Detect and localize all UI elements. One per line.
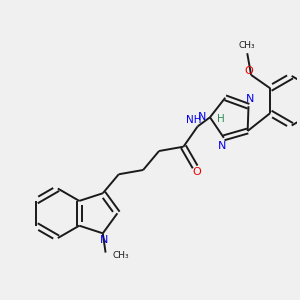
Text: N: N	[246, 94, 254, 103]
Text: NH: NH	[186, 115, 201, 124]
Text: O: O	[244, 66, 253, 76]
Text: N: N	[198, 112, 206, 122]
Text: CH₃: CH₃	[112, 251, 129, 260]
Text: CH₃: CH₃	[239, 41, 256, 50]
Text: N: N	[100, 235, 108, 245]
Text: H: H	[217, 114, 224, 124]
Text: N: N	[218, 140, 226, 151]
Text: O: O	[192, 167, 201, 178]
